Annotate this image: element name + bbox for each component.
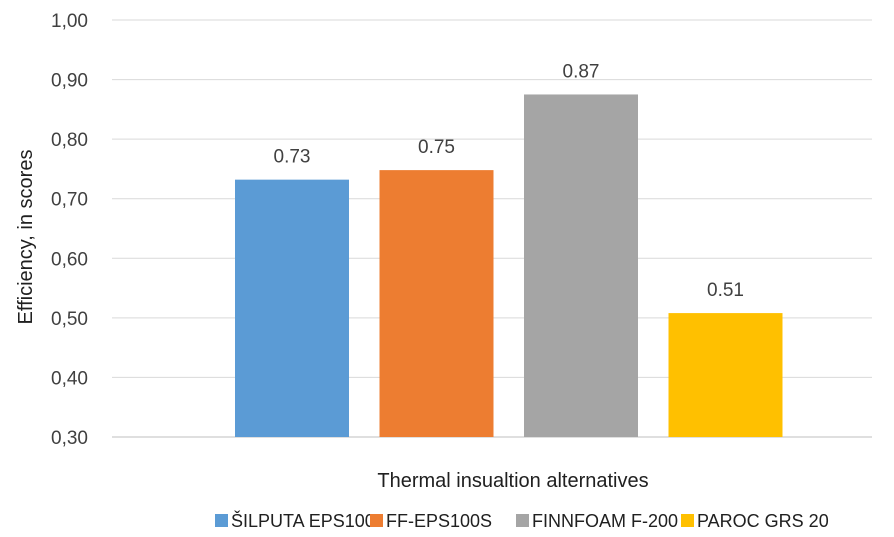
y-axis-ticks: 0,30 0,40 0,50 0,60 0,70 0,80 0,90 1,00 [51, 11, 88, 449]
legend-swatch [681, 514, 694, 527]
legend: ŠILPUTA EPS100 FF-EPS100S FINNFOAM F-200 PA… [215, 510, 829, 531]
bar-finnfoam-f-200 [524, 94, 638, 437]
bar--ilputa-eps100 [235, 179, 349, 437]
y-tick-label: 0,30 [51, 428, 88, 449]
y-tick-label: 0,70 [51, 190, 88, 211]
y-tick-label: 0,90 [51, 71, 88, 92]
legend-label: ŠILPUTA EPS100 [231, 510, 375, 531]
data-label: 0.73 [274, 147, 311, 168]
data-label: 0.87 [563, 61, 600, 82]
y-tick-label: 0,40 [51, 368, 88, 389]
legend-swatch [370, 514, 383, 527]
data-label: 0.75 [418, 137, 455, 158]
x-axis-title: Thermal insualtion alternatives [377, 470, 648, 492]
bars [235, 94, 783, 437]
legend-label: FINNFOAM F-200 [532, 511, 678, 531]
y-tick-label: 0,80 [51, 130, 88, 151]
data-label: 0.51 [707, 280, 744, 301]
bar-ff-eps100s [379, 170, 494, 437]
y-tick-label: 0,60 [51, 249, 88, 270]
y-tick-label: 1,00 [51, 11, 88, 32]
bar-paroc-grs-20 [668, 313, 783, 437]
data-labels: 0.73 0.75 0.87 0.51 [274, 61, 744, 301]
legend-swatch [516, 514, 529, 527]
y-tick-label: 0,50 [51, 309, 88, 330]
legend-label: FF-EPS100S [386, 511, 492, 531]
legend-label: PAROC GRS 20 [697, 511, 829, 531]
legend-swatch [215, 514, 228, 527]
y-axis-title: Efficiency, in scores [15, 150, 37, 325]
